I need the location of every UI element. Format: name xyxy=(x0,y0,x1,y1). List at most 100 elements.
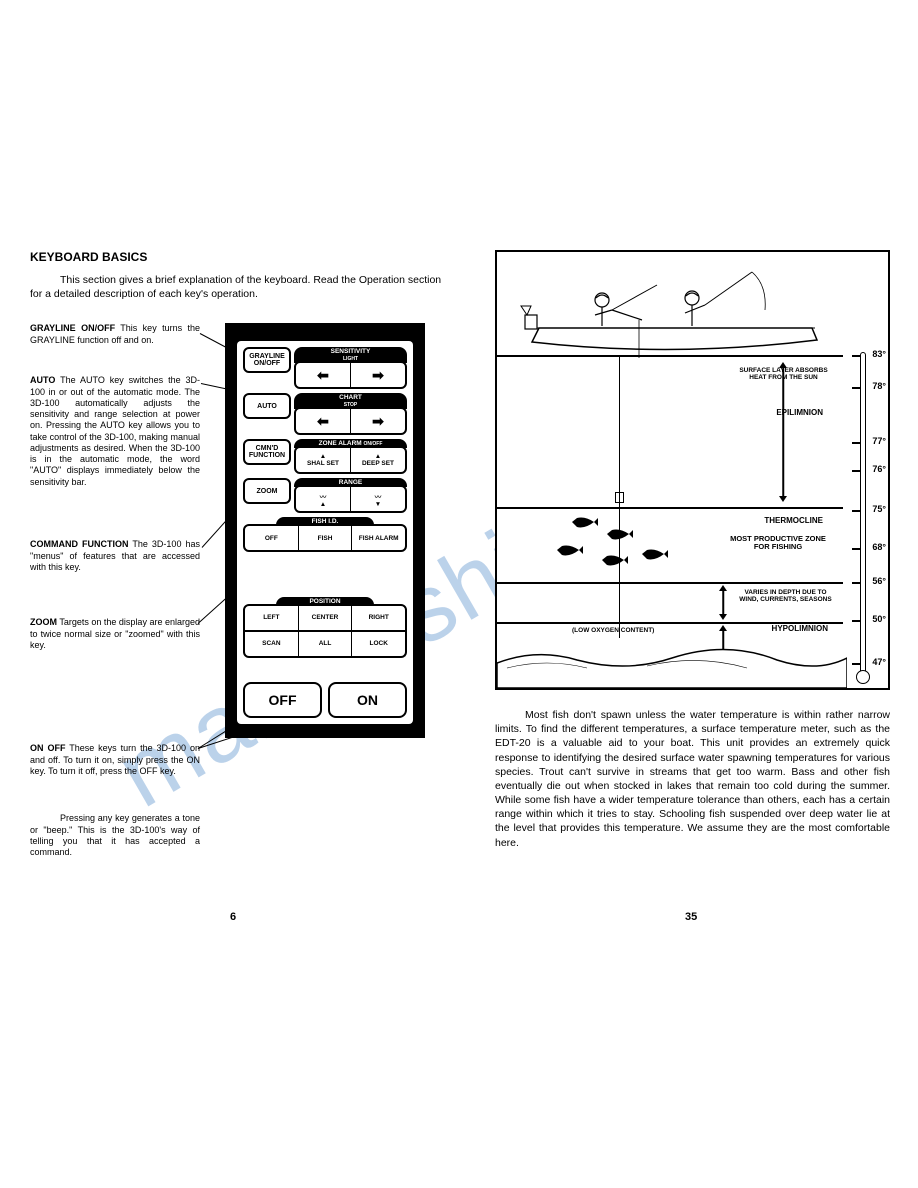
group-body: ⬅ ➡ xyxy=(294,407,407,435)
group-chart: CHART STOP ⬅ ➡ xyxy=(294,393,407,435)
keyboard-diagram-area: GRAYLINE ON/OFF This key turns the GRAYL… xyxy=(30,323,445,883)
page-content: KEYBOARD BASICS This section gives a bri… xyxy=(30,250,888,883)
thermometer-bulb xyxy=(856,670,870,684)
up-arrow-icon: ▲ xyxy=(320,453,326,460)
left-arrow-icon: ⬅ xyxy=(317,416,329,427)
desc-grayline: GRAYLINE ON/OFF This key turns the GRAYL… xyxy=(30,323,200,346)
desc-zoom-title: ZOOM xyxy=(30,617,57,627)
key-sens-right[interactable]: ➡ xyxy=(351,363,405,387)
temp-label: 47° xyxy=(872,657,886,667)
label-thermocline: THERMOCLINE xyxy=(764,517,823,526)
desc-auto-title: AUTO xyxy=(30,375,55,385)
desc-command-title: COMMAND FUNCTION xyxy=(30,539,129,549)
temp-tick xyxy=(852,470,860,472)
temp-label: 78° xyxy=(872,381,886,391)
temp-label: 75° xyxy=(872,504,886,514)
double-arrow-icon xyxy=(718,585,728,620)
key-off[interactable]: OFF xyxy=(243,682,322,718)
temp-tick xyxy=(852,510,860,512)
key-fishid-fish[interactable]: FISH xyxy=(299,526,353,550)
key-zone-deep[interactable]: ▲DEEP SET xyxy=(351,448,405,472)
key-pos-lock[interactable]: LOCK xyxy=(352,632,405,656)
up-arrow-icon: ▲ xyxy=(375,453,381,460)
key-range-down[interactable]: 〰▼ xyxy=(351,487,405,511)
desc-auto-text: The AUTO key switches the 3D-100 in or o… xyxy=(30,375,200,486)
sonar-weight-icon xyxy=(615,492,624,503)
lake-diagram: SURFACE LAYER ABSORBS HEAT FROM THE SUN … xyxy=(495,250,890,690)
key-pos-all[interactable]: ALL xyxy=(299,632,353,656)
key-pos-right[interactable]: RIGHT xyxy=(352,606,405,630)
fish-icon xyxy=(572,517,598,528)
wave-down-icon: 〰▼ xyxy=(375,491,382,508)
right-arrow-icon: ➡ xyxy=(372,416,384,427)
temp-label: 77° xyxy=(872,436,886,446)
group-body: LEFT CENTER RIGHT xyxy=(243,604,407,632)
label-productive-zone: MOST PRODUCTIVE ZONE FOR FISHING xyxy=(723,535,833,552)
key-sens-left[interactable]: ⬅ xyxy=(296,363,351,387)
group-body: OFF FISH FISH ALARM xyxy=(243,524,407,552)
group-range: RANGE 〰▲ 〰▼ xyxy=(294,478,407,513)
key-pos-scan[interactable]: SCAN xyxy=(245,632,299,656)
boat-zone xyxy=(497,252,843,357)
key-fishid-off[interactable]: OFF xyxy=(245,526,299,550)
layer-line xyxy=(497,582,843,584)
key-on[interactable]: ON xyxy=(328,682,407,718)
group-sensitivity: SENSITIVITY LIGHT ⬅ ➡ xyxy=(294,347,407,389)
desc-grayline-title: GRAYLINE ON/OFF xyxy=(30,323,115,333)
group-body: 〰▲ 〰▼ xyxy=(294,485,407,513)
boat-illustration xyxy=(517,270,827,358)
thermometer-tube xyxy=(860,352,866,676)
desc-onoff-title: ON OFF xyxy=(30,743,65,753)
temp-tick xyxy=(852,663,860,665)
label: SENSITIVITY xyxy=(331,348,371,355)
layer-line xyxy=(497,507,843,509)
label: CHART xyxy=(339,394,362,401)
label-varies-depth: VARIES IN DEPTH DUE TO WIND, CURRENTS, S… xyxy=(738,589,833,603)
keyboard-panel: GRAYLINE ON/OFF SENSITIVITY LIGHT ⬅ ➡ xyxy=(225,323,425,738)
temp-label: 56° xyxy=(872,576,886,586)
fish-icon xyxy=(602,555,628,566)
desc-onoff: ON OFF These keys turn the 3D-100 on and… xyxy=(30,743,200,777)
key-zone-shal[interactable]: ▲SHAL SET xyxy=(296,448,351,472)
fish-icon xyxy=(607,529,633,540)
right-column: SURFACE LAYER ABSORBS HEAT FROM THE SUN … xyxy=(495,250,890,883)
key-auto[interactable]: AUTO xyxy=(243,393,291,419)
thermometer: 83° 78° 77° 76° 75° 68° 56° 50° 47° xyxy=(843,252,888,688)
fish-icon xyxy=(642,549,668,560)
group-body: SCAN ALL LOCK xyxy=(243,632,407,658)
temp-label: 50° xyxy=(872,614,886,624)
desc-zoom: ZOOM Targets on the display are enlarged… xyxy=(30,617,200,651)
heading-keyboard-basics: KEYBOARD BASICS xyxy=(30,250,445,264)
lake-bottom-illustration xyxy=(497,628,847,688)
key-row: ZOOM RANGE 〰▲ 〰▼ xyxy=(243,478,407,513)
double-arrow-icon xyxy=(778,362,788,502)
temp-label: 76° xyxy=(872,464,886,474)
page-number-left: 6 xyxy=(230,911,236,923)
key-pos-left[interactable]: LEFT xyxy=(245,606,299,630)
label: SHAL SET xyxy=(307,460,339,467)
keyboard-inner: GRAYLINE ON/OFF SENSITIVITY LIGHT ⬅ ➡ xyxy=(237,341,413,724)
key-row-onoff: OFF ON xyxy=(243,682,407,718)
key-range-up[interactable]: 〰▲ xyxy=(296,487,351,511)
temp-label: 68° xyxy=(872,542,886,552)
temp-tick xyxy=(852,355,860,357)
key-chart-left[interactable]: ⬅ xyxy=(296,409,351,433)
desc-footer-text: Pressing any key generates a tone or "be… xyxy=(30,813,200,857)
key-grayline[interactable]: GRAYLINE ON/OFF xyxy=(243,347,291,373)
label: DEEP SET xyxy=(362,460,394,467)
water-zone: SURFACE LAYER ABSORBS HEAT FROM THE SUN … xyxy=(497,357,843,688)
group-zone-alarm: ZONE ALARM ON/OFF ▲SHAL SET ▲DEEP SET xyxy=(294,439,407,474)
key-zoom[interactable]: ZOOM xyxy=(243,478,291,504)
key-pos-center[interactable]: CENTER xyxy=(299,606,353,630)
desc-command: COMMAND FUNCTION The 3D-100 has "menus" … xyxy=(30,539,200,573)
desc-footer: Pressing any key generates a tone or "be… xyxy=(30,813,200,858)
temp-label: 83° xyxy=(872,349,886,359)
intro-paragraph: This section gives a brief explanation o… xyxy=(30,274,445,301)
key-row: GRAYLINE ON/OFF SENSITIVITY LIGHT ⬅ ➡ xyxy=(243,347,407,389)
group-position: POSITION LEFT CENTER RIGHT SCAN ALL LOCK xyxy=(243,597,407,673)
key-chart-right[interactable]: ➡ xyxy=(351,409,405,433)
fish-icon xyxy=(557,545,583,556)
key-cmnd[interactable]: CMN'D FUNCTION xyxy=(243,439,291,465)
key-fishid-alarm[interactable]: FISH ALARM xyxy=(352,526,405,550)
group-fish-id: FISH I.D. OFF FISH FISH ALARM xyxy=(243,517,407,593)
